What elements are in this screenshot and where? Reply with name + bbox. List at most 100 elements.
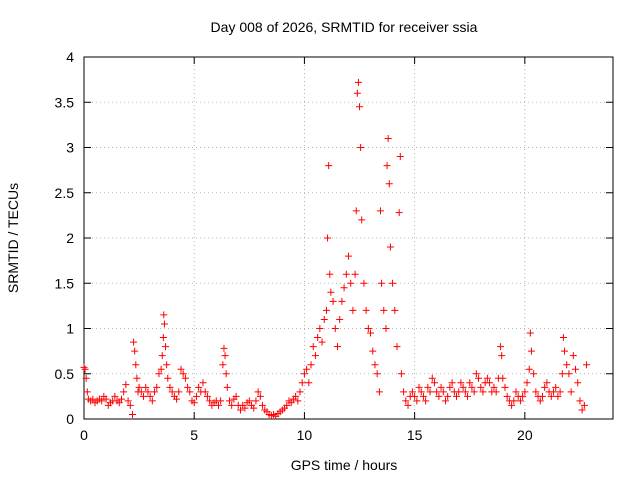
- data-point: [525, 365, 533, 373]
- data-point: [153, 383, 161, 391]
- y-tick-label: 0.5: [55, 366, 75, 382]
- data-point: [538, 392, 546, 400]
- data-point: [338, 297, 346, 305]
- data-point: [453, 392, 461, 400]
- data-points: [80, 78, 591, 420]
- data-point: [516, 397, 524, 405]
- data-point: [373, 370, 381, 378]
- data-point: [357, 144, 365, 151]
- data-point: [162, 343, 170, 351]
- data-point: [296, 388, 304, 396]
- y-axis-label: SRMTID / TECUs: [5, 183, 21, 293]
- y-tick-label: 3.5: [55, 94, 75, 110]
- data-point: [527, 347, 535, 355]
- data-point: [221, 352, 229, 360]
- data-point: [117, 395, 125, 403]
- data-point: [430, 379, 438, 387]
- data-point: [389, 279, 397, 287]
- data-point: [497, 343, 505, 351]
- data-point: [466, 379, 474, 387]
- x-axis-ticks: 0 5 10 15 20: [80, 57, 533, 443]
- data-point: [446, 383, 454, 391]
- data-point: [455, 388, 463, 396]
- data-point: [314, 334, 322, 342]
- data-point: [130, 338, 138, 346]
- data-point: [347, 279, 355, 287]
- data-point: [160, 320, 168, 328]
- data-point: [437, 383, 445, 391]
- data-point: [254, 388, 262, 396]
- data-point: [287, 399, 295, 407]
- data-point: [342, 270, 350, 278]
- data-point: [115, 399, 123, 407]
- data-point: [157, 365, 165, 373]
- data-point: [250, 404, 258, 412]
- data-point: [329, 297, 337, 305]
- data-point: [561, 347, 569, 355]
- x-tick-label: 0: [80, 427, 88, 443]
- data-point: [137, 388, 145, 396]
- data-point: [543, 379, 551, 387]
- data-point: [439, 388, 447, 396]
- data-point: [386, 243, 394, 251]
- data-point: [158, 352, 166, 360]
- data-point: [135, 383, 143, 391]
- data-point: [80, 363, 88, 371]
- data-point: [217, 397, 225, 405]
- data-point: [325, 162, 333, 170]
- data-point: [283, 401, 291, 409]
- data-point: [336, 315, 344, 323]
- data-point: [155, 370, 163, 378]
- data-point: [558, 370, 566, 378]
- y-tick-label: 1: [66, 321, 74, 337]
- data-point: [468, 383, 476, 391]
- data-point: [148, 397, 156, 405]
- data-point: [222, 370, 230, 378]
- data-point: [111, 392, 119, 400]
- data-point: [565, 370, 573, 378]
- data-point: [225, 397, 233, 405]
- data-point: [576, 397, 584, 405]
- data-point: [384, 134, 392, 142]
- data-point: [391, 306, 399, 314]
- data-point: [236, 406, 244, 414]
- data-point: [477, 383, 485, 391]
- data-point: [536, 397, 544, 405]
- data-point: [521, 388, 529, 396]
- data-point: [298, 379, 306, 387]
- data-point: [354, 78, 362, 86]
- data-point: [316, 325, 324, 332]
- data-point: [470, 388, 478, 396]
- data-point: [532, 388, 540, 396]
- data-point: [356, 103, 364, 111]
- data-point: [400, 388, 408, 396]
- data-point: [556, 388, 564, 396]
- data-point: [214, 401, 222, 409]
- data-point: [526, 329, 534, 337]
- data-point: [206, 397, 214, 405]
- data-point: [464, 392, 472, 400]
- data-point: [331, 325, 339, 332]
- data-point: [490, 383, 498, 391]
- data-point: [173, 395, 181, 403]
- data-point: [424, 383, 432, 391]
- chart-title: Day 008 of 2026, SRMTID for receiver ssi…: [211, 19, 478, 35]
- data-point: [186, 388, 194, 396]
- data-point: [376, 207, 384, 215]
- data-point: [241, 404, 249, 412]
- data-point: [192, 392, 200, 400]
- data-point: [122, 381, 130, 389]
- data-point: [259, 401, 267, 409]
- data-point: [563, 361, 571, 369]
- data-point: [448, 379, 456, 387]
- data-point: [402, 397, 410, 405]
- data-point: [483, 374, 491, 382]
- x-tick-label: 5: [190, 427, 198, 443]
- data-point: [82, 374, 90, 382]
- data-point: [232, 392, 240, 400]
- data-point: [353, 89, 361, 97]
- data-point: [228, 401, 236, 409]
- data-point: [340, 284, 348, 292]
- data-point: [426, 388, 434, 396]
- data-point: [444, 392, 452, 400]
